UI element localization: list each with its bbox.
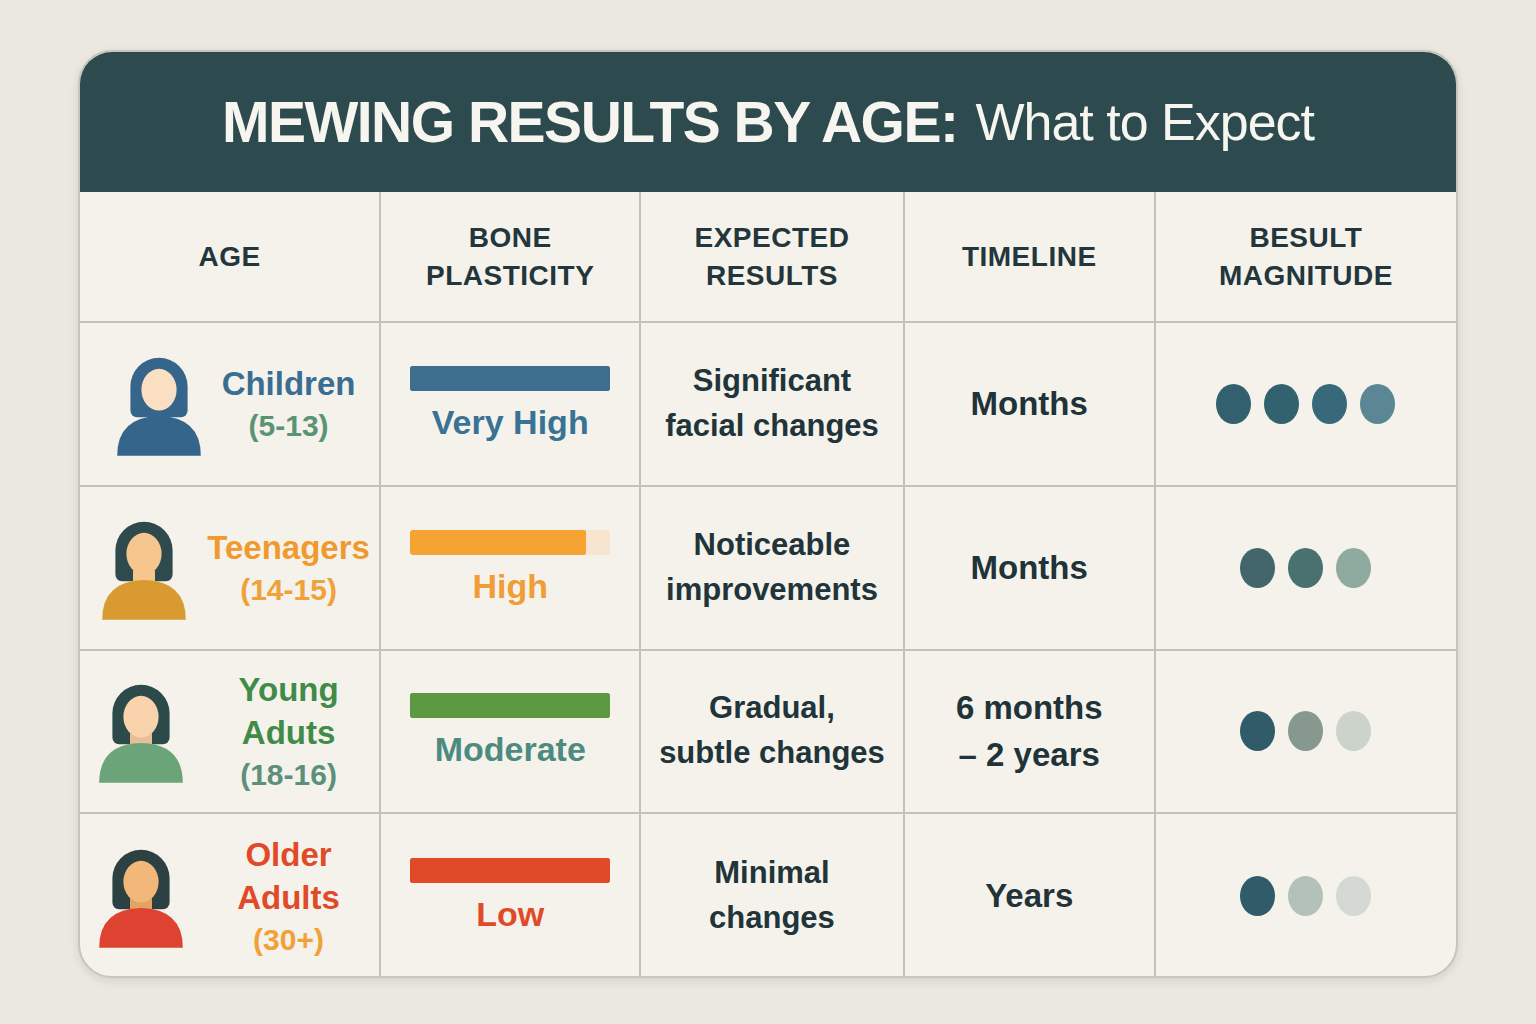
magnitude-dot <box>1240 876 1275 916</box>
plasticity-cell: Low <box>381 814 641 978</box>
age-range: (18-16) <box>240 755 337 794</box>
age-name: Children <box>222 363 356 406</box>
magnitude-dot <box>1288 711 1323 751</box>
timeline-line1: Months <box>971 544 1088 592</box>
magnitude-dot <box>1336 711 1371 751</box>
timeline-line2: – 2 years <box>956 731 1103 779</box>
expected-line2: facial changes <box>665 404 879 449</box>
magnitude-dot <box>1336 876 1371 916</box>
plasticity-bar-track <box>410 693 610 718</box>
expected-results-cell: Minimal changes <box>641 814 904 978</box>
age-cell: Young Aduts (18-16) <box>80 651 381 815</box>
young-adult-person-icon <box>86 676 196 786</box>
timeline-cell: Months <box>905 323 1156 487</box>
magnitude-dots <box>1240 876 1371 916</box>
magnitude-dot <box>1288 548 1323 588</box>
age-range: (14-15) <box>240 570 337 609</box>
magnitude-dots <box>1240 711 1371 751</box>
expected-line2: improvements <box>666 568 878 613</box>
timeline-line1: 6 months <box>956 684 1103 732</box>
magnitude-dot <box>1264 384 1299 424</box>
column-header-timeline: TIMELINE <box>905 192 1156 323</box>
age-range: (5-13) <box>249 406 329 445</box>
expected-results-cell: Noticeable improvements <box>641 487 904 651</box>
plasticity-label: Moderate <box>435 730 586 769</box>
column-header-bone-plasticity: BONE PLASTICITY <box>381 192 641 323</box>
plasticity-label: Low <box>476 895 544 934</box>
timeline-cell: 6 months – 2 years <box>905 651 1156 815</box>
plasticity-bar-track <box>410 858 610 883</box>
column-header-age: AGE <box>80 192 381 323</box>
plasticity-cell: Moderate <box>381 651 641 815</box>
age-cell: Teenagers (14-15) <box>80 487 381 651</box>
age-name: Young Aduts <box>204 669 373 755</box>
expected-line2: changes <box>709 896 835 941</box>
expected-line1: Significant <box>665 359 879 404</box>
page-subtitle: What to Expect <box>975 92 1314 152</box>
magnitude-cell <box>1156 323 1456 487</box>
plasticity-bar-track <box>410 530 610 555</box>
magnitude-dot <box>1240 711 1275 751</box>
timeline-line1: Months <box>971 380 1088 428</box>
age-name: Teenagers <box>207 527 370 570</box>
age-cell: Children (5-13) <box>80 323 381 487</box>
plasticity-bar-fill <box>410 530 586 555</box>
magnitude-dot <box>1336 548 1371 588</box>
age-range: (30+) <box>253 920 324 959</box>
expected-line2: subtle changes <box>659 731 885 776</box>
plasticity-bar-track <box>410 366 610 391</box>
expected-results-cell: Gradual, subtle changes <box>641 651 904 815</box>
child-person-icon <box>104 349 214 459</box>
column-header-expected-results: EXPECTED RESULTS <box>641 192 904 323</box>
page-title: MEWING RESULTS BY AGE: <box>222 89 957 155</box>
plasticity-bar-fill <box>410 366 610 391</box>
results-table: AGE BONE PLASTICITY EXPECTED RESULTS TIM… <box>80 192 1456 978</box>
expected-line1: Noticeable <box>666 523 878 568</box>
teenager-person-icon <box>89 513 199 623</box>
magnitude-dot <box>1240 548 1275 588</box>
timeline-cell: Months <box>905 487 1156 651</box>
magnitude-cell <box>1156 814 1456 978</box>
plasticity-cell: High <box>381 487 641 651</box>
plasticity-bar-fill <box>410 693 610 718</box>
plasticity-label: High <box>472 567 548 606</box>
expected-line1: Minimal <box>709 851 835 896</box>
plasticity-label: Very High <box>432 403 589 442</box>
timeline-cell: Years <box>905 814 1156 978</box>
magnitude-dot <box>1288 876 1323 916</box>
magnitude-dot <box>1312 384 1347 424</box>
plasticity-bar-fill <box>410 858 610 883</box>
column-header-result-magnitude: BESULT MAGNITUDE <box>1156 192 1456 323</box>
magnitude-dot <box>1360 384 1395 424</box>
infographic-card: MEWING RESULTS BY AGE: What to Expect AG… <box>78 50 1458 978</box>
expected-results-cell: Significant facial changes <box>641 323 904 487</box>
age-cell: Older Adults (30+) <box>80 814 381 978</box>
magnitude-dots <box>1216 384 1395 424</box>
expected-line1: Gradual, <box>659 686 885 731</box>
magnitude-cell <box>1156 651 1456 815</box>
older-adult-person-icon <box>86 841 196 951</box>
magnitude-dot <box>1216 384 1251 424</box>
plasticity-cell: Very High <box>381 323 641 487</box>
timeline-line1: Years <box>985 872 1073 920</box>
magnitude-dots <box>1240 548 1371 588</box>
magnitude-cell <box>1156 487 1456 651</box>
title-band: MEWING RESULTS BY AGE: What to Expect <box>80 52 1456 192</box>
age-name: Older Adults <box>204 834 373 920</box>
